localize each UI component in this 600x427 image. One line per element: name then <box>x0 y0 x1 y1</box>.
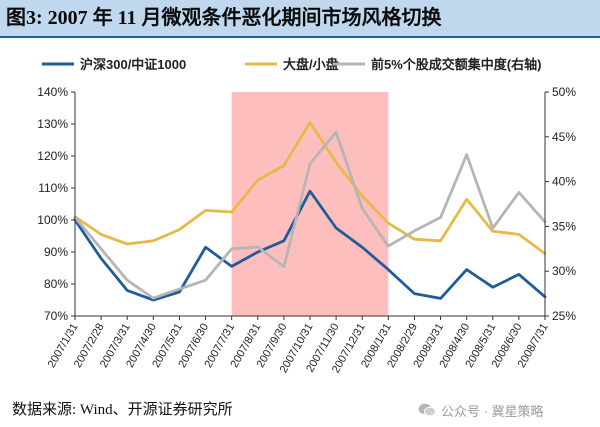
watermark-text: 公众号 · 冀星策略 <box>441 403 544 419</box>
left-tick-label: 70% <box>44 309 68 323</box>
left-tick-label: 120% <box>37 149 68 163</box>
wechat-icon <box>418 403 436 417</box>
watermark: 公众号 · 冀星策略 <box>418 398 544 422</box>
right-tick-label: 50% <box>552 85 576 99</box>
left-tick-label: 110% <box>38 181 68 195</box>
right-tick-label: 30% <box>552 264 576 278</box>
legend-label-0: 沪深300/中证1000 <box>80 57 186 72</box>
chart-legend: 沪深300/中证1000 大盘/小盘 前5%个股成交额集中度(右轴) <box>42 57 541 72</box>
plot-area <box>73 92 547 316</box>
left-tick-label: 130% <box>37 117 68 131</box>
source-note: 数据来源: Wind、开源证券研究所 <box>12 402 233 418</box>
right-tick-label: 35% <box>552 219 576 233</box>
legend-label-2: 前5%个股成交额集中度(右轴) <box>371 57 541 72</box>
title-rule <box>0 36 600 38</box>
figure-title: 图3: 2007 年 11 月微观条件恶化期间市场风格切换 <box>0 0 600 36</box>
legend-label-1: 大盘/小盘 <box>283 57 339 72</box>
right-tick-label: 40% <box>552 175 576 189</box>
left-tick-label: 100% <box>37 213 68 227</box>
right-tick-label: 25% <box>552 309 576 323</box>
left-tick-label: 90% <box>44 245 68 259</box>
series-line-2 <box>73 130 547 300</box>
series-line-1 <box>73 121 547 256</box>
left-tick-label: 80% <box>44 277 68 291</box>
left-tick-label: 140% <box>37 85 68 99</box>
right-tick-label: 45% <box>552 130 576 144</box>
highlight-band <box>231 92 389 316</box>
series-line-0 <box>73 189 547 302</box>
